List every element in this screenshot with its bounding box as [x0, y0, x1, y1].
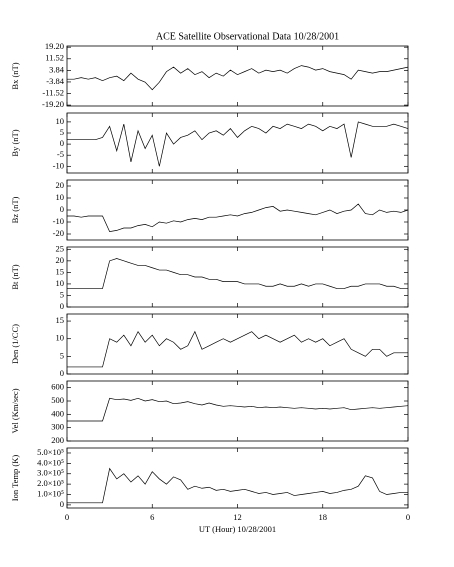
panel-frame	[66, 380, 409, 442]
y-tick-label: 3.0×10⁵	[37, 468, 64, 478]
data-line	[67, 258, 408, 289]
y-tick-label: 5	[60, 350, 64, 360]
x-tick-label: 0	[65, 512, 69, 522]
y-tick-label: 10	[56, 116, 65, 126]
y-tick-label: 0	[60, 138, 64, 148]
panel-frame	[66, 313, 409, 375]
y-tick-label: 600	[51, 382, 64, 392]
data-line	[67, 467, 408, 504]
y-tick-label: 3.84	[49, 64, 65, 74]
panel-frame	[66, 246, 409, 308]
y-tick-label: 10	[56, 278, 65, 288]
x-tick-label: 12	[233, 512, 242, 522]
y-tick-label: 0	[60, 368, 64, 378]
panel-frame	[66, 179, 409, 241]
y-tick-label: -10	[53, 216, 64, 226]
y-tick-label: 20	[56, 180, 65, 190]
y-tick-label: 0	[60, 204, 64, 214]
y-axis-label: Ion Temp (K)	[10, 455, 20, 502]
y-tick-label: -5	[57, 149, 64, 159]
x-tick-label: 0	[406, 512, 410, 522]
y-tick-label: 500	[51, 395, 64, 405]
y-tick-label: -11.52	[42, 87, 64, 97]
y-tick-label: 5	[60, 127, 64, 137]
y-tick-label: -3.84	[46, 76, 64, 86]
data-line	[67, 65, 409, 91]
y-axis-label: Bz (nT)	[10, 196, 20, 223]
panel-frame	[66, 45, 409, 107]
y-axis-label: Den (1/CC)	[10, 324, 20, 364]
data-line	[67, 330, 408, 368]
data-line	[67, 121, 409, 167]
y-tick-label: 15	[56, 315, 65, 325]
y-tick-label: 4.0×10⁵	[37, 457, 64, 467]
y-tick-label: 19.20	[45, 41, 64, 51]
y-axis-label: Bt (nT)	[10, 264, 20, 289]
y-tick-label: 0	[60, 499, 64, 509]
y-tick-label: 20	[56, 255, 65, 265]
y-tick-label: -19.20	[42, 99, 64, 109]
y-tick-label: 200	[51, 435, 64, 445]
y-tick-label: -20	[53, 228, 64, 238]
y-tick-label: 300	[51, 422, 64, 432]
y-tick-label: 11.52	[45, 53, 64, 63]
y-axis-label: Bx (nT)	[10, 62, 20, 89]
y-tick-label: 400	[51, 408, 64, 418]
y-tick-label: 5	[60, 289, 64, 299]
x-tick-label: 6	[150, 512, 154, 522]
y-axis-label: Vel (Km/sec)	[10, 388, 20, 433]
y-tick-label: 2.0×10⁵	[37, 478, 64, 488]
data-line	[67, 397, 409, 422]
y-tick-label: 1.0×10⁵	[37, 488, 64, 498]
y-tick-label: 25	[56, 243, 65, 253]
y-tick-label: 15	[56, 266, 65, 276]
y-tick-label: 10	[56, 333, 65, 343]
chart-title: ACE Satellite Observational Data 10/28/2…	[156, 31, 339, 42]
panel-frame	[66, 112, 409, 174]
y-tick-label: 0	[60, 301, 64, 311]
x-axis-label: UT (Hour) 10/28/2001	[199, 524, 276, 534]
y-tick-label: 10	[56, 192, 65, 202]
y-axis-label: By (nT)	[10, 129, 20, 156]
y-tick-label: -10	[53, 160, 64, 170]
y-tick-label: 5.0×10⁵	[37, 447, 64, 457]
x-tick-label: 18	[319, 512, 328, 522]
data-line	[67, 203, 409, 232]
